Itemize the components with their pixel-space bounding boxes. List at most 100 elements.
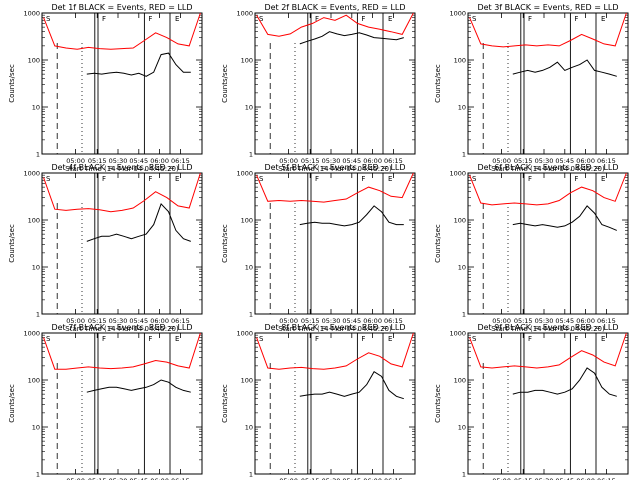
interval-marker-label: F bbox=[148, 175, 152, 183]
interval-marker-label: E bbox=[601, 175, 605, 183]
interval-marker-label: E bbox=[388, 15, 392, 23]
plot-frame bbox=[41, 12, 203, 155]
y-tick-label: 100 bbox=[454, 377, 466, 385]
y-tick-label: 100 bbox=[454, 217, 466, 225]
y-tick-label: 10 bbox=[32, 104, 40, 112]
interval-marker-label: F bbox=[574, 335, 578, 343]
y-tick-label: 1 bbox=[462, 151, 466, 159]
interval-marker-label: E bbox=[601, 15, 605, 23]
y-axis-label: Counts/sec bbox=[434, 224, 442, 263]
interval-marker-label: F bbox=[315, 175, 319, 183]
x-tick-label: 05:00 bbox=[66, 477, 85, 480]
x-tick-label: 05:30 bbox=[535, 317, 554, 325]
x-tick-label: 05:30 bbox=[109, 157, 128, 165]
x-tick-label: 06:00 bbox=[150, 477, 169, 480]
series-line-lld bbox=[43, 332, 201, 370]
plot-frame bbox=[254, 12, 416, 155]
interval-marker-label: F bbox=[102, 335, 106, 343]
x-tick-label: 05:15 bbox=[514, 317, 533, 325]
x-tick-label: 05:15 bbox=[88, 317, 107, 325]
series-line-lld bbox=[469, 12, 627, 48]
y-tick-label: 10 bbox=[458, 264, 466, 272]
y-tick-label: 10 bbox=[32, 264, 40, 272]
interval-marker-label: E bbox=[388, 335, 392, 343]
interval-marker-label: F bbox=[148, 335, 152, 343]
x-tick-label: 05:00 bbox=[279, 317, 298, 325]
y-axis-label: Counts/sec bbox=[8, 224, 16, 263]
series-line-lld bbox=[469, 172, 627, 206]
x-tick-label: 06:15 bbox=[384, 477, 403, 480]
x-axis-label: Start Time (14-Mar-04 04:45:20) bbox=[278, 165, 392, 173]
x-tick-label: 05:45 bbox=[555, 477, 574, 480]
y-tick-label: 1000 bbox=[236, 170, 253, 178]
y-tick-label: 1000 bbox=[23, 170, 40, 178]
interval-marker-label: F bbox=[315, 15, 319, 23]
y-tick-label: 1 bbox=[462, 471, 466, 479]
y-tick-label: 100 bbox=[241, 377, 253, 385]
x-tick-label: 05:30 bbox=[109, 317, 128, 325]
y-tick-label: 1000 bbox=[449, 330, 466, 338]
y-tick-label: 10 bbox=[458, 424, 466, 432]
x-tick-label: 05:30 bbox=[322, 157, 341, 165]
series-line-lld bbox=[469, 332, 627, 369]
x-tick-label: 05:15 bbox=[88, 477, 107, 480]
plot-frame bbox=[467, 332, 629, 475]
plot-frame bbox=[41, 172, 203, 315]
panel-title: Det 5f BLACK = Events, RED = LLD bbox=[264, 163, 405, 172]
x-axis-label: Start Time (14-Mar-04 04:45:20) bbox=[278, 325, 392, 333]
x-tick-label: 05:00 bbox=[66, 317, 85, 325]
series-line-lld bbox=[256, 332, 414, 370]
y-axis-label: Counts/sec bbox=[221, 64, 229, 103]
interval-marker-label: S bbox=[472, 335, 477, 343]
x-tick-label: 05:15 bbox=[88, 157, 107, 165]
y-tick-label: 1 bbox=[462, 311, 466, 319]
y-tick-label: 1000 bbox=[23, 330, 40, 338]
x-tick-label: 05:15 bbox=[301, 157, 320, 165]
panel-6: Det 6f BLACK = Events, RED = LLD 1 10 100 10… bbox=[434, 163, 629, 333]
panel-title: Det 8f BLACK = Events, RED = LLD bbox=[264, 323, 405, 332]
y-axis-label: Counts/sec bbox=[434, 64, 442, 103]
x-tick-label: 05:00 bbox=[492, 157, 511, 165]
x-tick-label: 05:15 bbox=[301, 477, 320, 480]
x-tick-label: 05:00 bbox=[492, 477, 511, 480]
y-tick-label: 1 bbox=[249, 151, 253, 159]
plot-frame bbox=[467, 12, 629, 155]
panel-3: Det 3f BLACK = Events, RED = LLD 1 10 100 10… bbox=[434, 3, 629, 173]
interval-marker-label: F bbox=[574, 175, 578, 183]
x-tick-label: 06:00 bbox=[150, 317, 169, 325]
x-tick-label: 05:00 bbox=[279, 477, 298, 480]
series-line-lld bbox=[43, 172, 201, 213]
panel-title: Det 1f BLACK = Events, RED = LLD bbox=[51, 3, 192, 12]
x-tick-label: 05:30 bbox=[322, 317, 341, 325]
interval-marker-label: F bbox=[102, 15, 106, 23]
y-tick-label: 1 bbox=[249, 471, 253, 479]
x-tick-label: 06:00 bbox=[576, 317, 595, 325]
interval-marker-label: S bbox=[46, 15, 51, 23]
x-tick-label: 06:15 bbox=[597, 157, 616, 165]
interval-marker-label: E bbox=[175, 335, 179, 343]
y-tick-label: 1 bbox=[249, 311, 253, 319]
interval-marker-label: S bbox=[259, 175, 264, 183]
x-tick-label: 05:45 bbox=[342, 317, 361, 325]
interval-marker-label: F bbox=[528, 15, 532, 23]
y-tick-label: 10 bbox=[245, 424, 253, 432]
y-tick-label: 10 bbox=[245, 104, 253, 112]
panel-title: Det 3f BLACK = Events, RED = LLD bbox=[477, 3, 618, 12]
series-line-events bbox=[299, 371, 404, 400]
x-tick-label: 05:15 bbox=[514, 157, 533, 165]
interval-marker-label: F bbox=[102, 175, 106, 183]
y-tick-label: 100 bbox=[28, 217, 40, 225]
x-axis-label: Start Time (14-Mar-04 04:45:20) bbox=[491, 325, 605, 333]
series-line-events bbox=[86, 52, 191, 77]
interval-marker-label: F bbox=[361, 15, 365, 23]
y-axis-label: Counts/sec bbox=[221, 384, 229, 423]
plot-frame bbox=[41, 332, 203, 475]
x-tick-label: 06:15 bbox=[171, 477, 190, 480]
panel-title: Det 9f BLACK = Events, RED = LLD bbox=[477, 323, 618, 332]
y-tick-label: 100 bbox=[28, 377, 40, 385]
series-line-events bbox=[512, 59, 617, 77]
panel-7: Det 7f BLACK = Events, RED = LLD 1 10 100 10… bbox=[8, 323, 203, 480]
x-axis-label: Start Time (14-Mar-04 04:45:20) bbox=[491, 165, 605, 173]
interval-marker-label: F bbox=[574, 15, 578, 23]
y-tick-label: 10 bbox=[458, 104, 466, 112]
